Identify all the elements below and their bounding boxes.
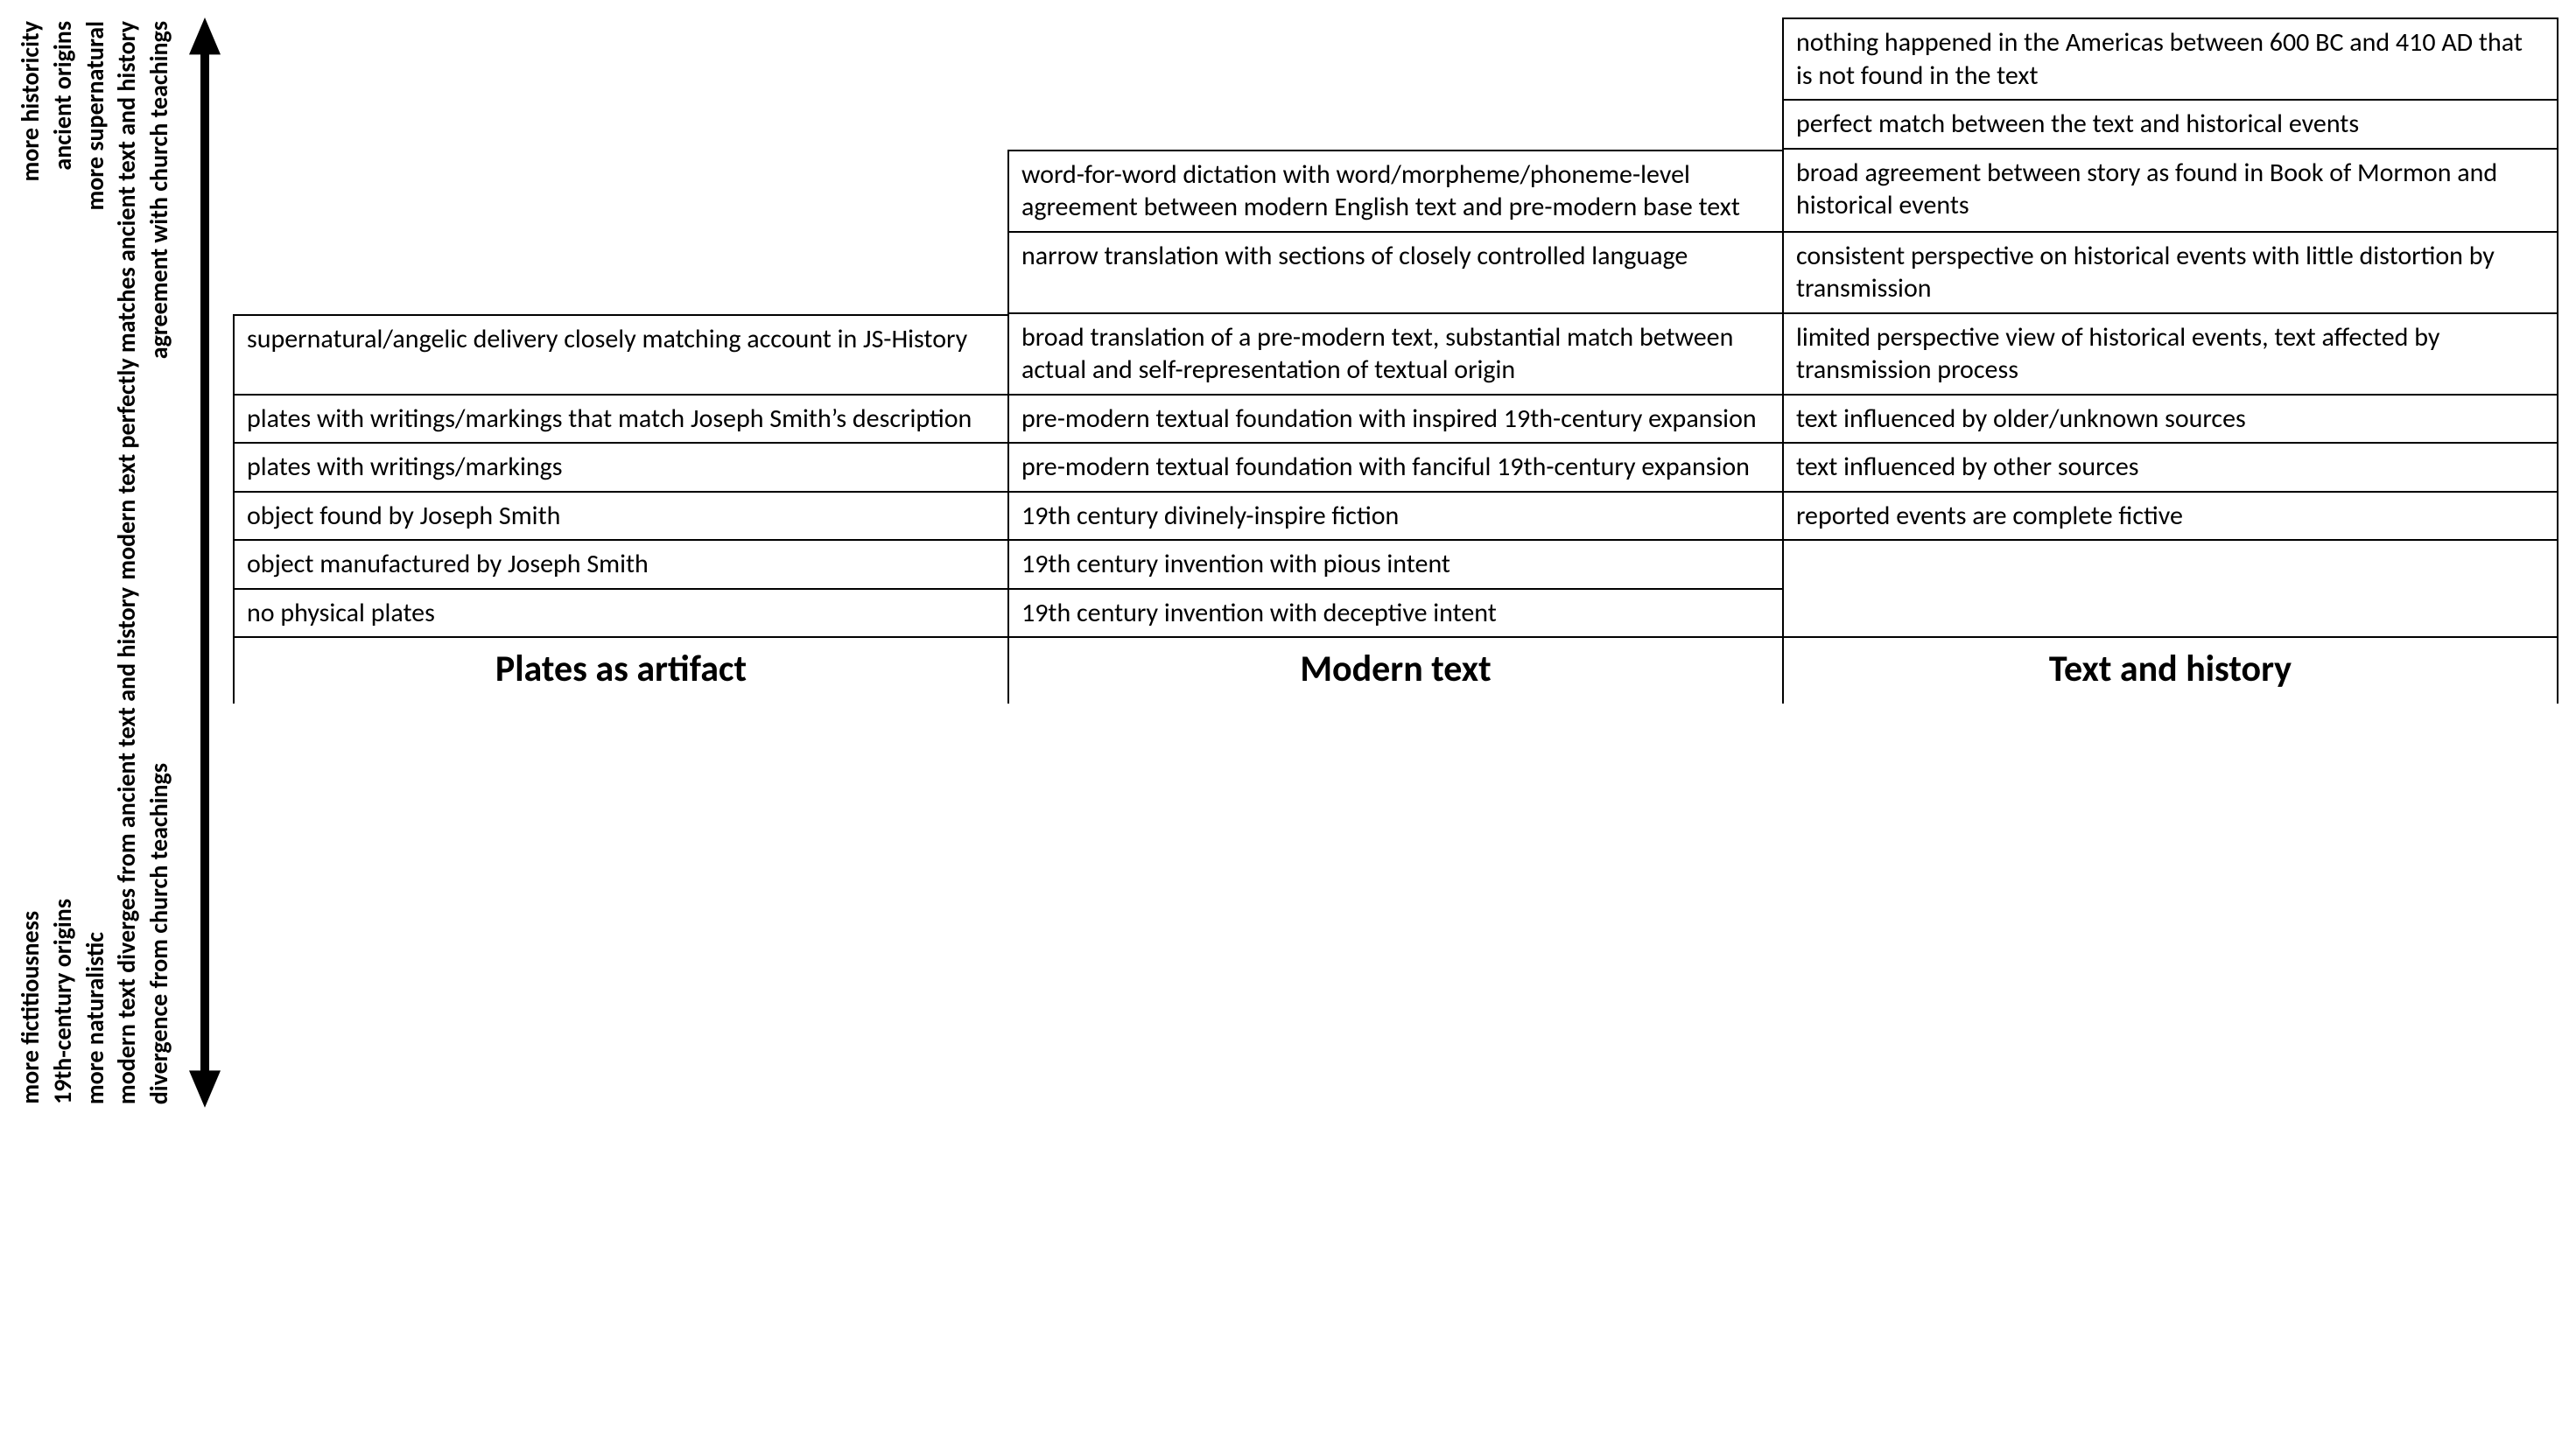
empty-cell: [233, 233, 1007, 314]
axis-label-pair: more historicity more fictitiousness: [18, 18, 45, 1108]
cell-text: 19th century invention with pious intent: [1021, 548, 1450, 581]
spectrum-grid-wrap: nothing happened in the Americas between…: [233, 18, 2558, 1108]
axis-label-pair: more supernatural more naturalistic: [82, 18, 109, 1108]
plates-cell: object manufactured by Joseph Smith: [233, 541, 1007, 590]
plates-cell: object found by Joseph Smith: [233, 493, 1007, 542]
empty-cell: [1782, 541, 2557, 590]
cell-text: broad translation of a pre-modern text, …: [1021, 321, 1770, 387]
spectrum-arrow: [180, 18, 233, 1108]
header-text: Plates as artifact: [495, 647, 747, 691]
empty-cell: [233, 18, 1007, 101]
axis-label-bottom: more fictitiousness: [18, 907, 45, 1108]
history-cell: consistent perspective on historical eve…: [1782, 233, 2557, 314]
history-cell: text influenced by other sources: [1782, 444, 2557, 493]
spectrum-grid: nothing happened in the Americas between…: [233, 18, 2558, 638]
cell-text: limited perspective view of historical e…: [1796, 321, 2544, 387]
plates-cell: supernatural/angelic delivery closely ma…: [233, 314, 1007, 396]
plates-cell: plates with writings/markings: [233, 444, 1007, 493]
column-header: Text and history: [1782, 638, 2557, 704]
cell-text: word-for-word dictation with word/morphe…: [1021, 158, 1770, 224]
empty-cell: [233, 150, 1007, 233]
cell-text: text influenced by older/unknown sources: [1796, 403, 2246, 436]
cell-text: nothing happened in the Americas between…: [1796, 26, 2544, 92]
spectrum-diagram: more historicity more fictitiousness anc…: [18, 18, 2558, 1108]
header-text: Modern text: [1300, 647, 1491, 691]
cell-text: perfect match between the text and histo…: [1796, 108, 2359, 141]
cell-text: supernatural/angelic delivery closely ma…: [247, 323, 967, 356]
axis-label-top: ancient origins: [50, 18, 77, 174]
history-cell: reported events are complete fictive: [1782, 493, 2557, 542]
column-header: Modern text: [1007, 638, 1782, 704]
modern-cell: 19th century invention with pious intent: [1007, 541, 1782, 590]
modern-cell: narrow translation with sections of clos…: [1007, 233, 1782, 314]
column-header: Plates as artifact: [233, 638, 1007, 704]
double-arrow-icon: [186, 18, 224, 1108]
empty-cell: [1782, 590, 2557, 639]
cell-text: plates with writings/markings: [247, 451, 562, 484]
axis-label-bottom: more naturalistic: [82, 928, 109, 1108]
axis-label-pair: agreement with church teachings divergen…: [146, 18, 173, 1108]
plates-cell: no physical plates: [233, 590, 1007, 639]
cell-text: 19th century invention with deceptive in…: [1021, 597, 1497, 630]
cell-text: consistent perspective on historical eve…: [1796, 240, 2544, 305]
column-headers: Plates as artifact Modern text Text and …: [233, 638, 2558, 704]
history-cell: broad agreement between story as found i…: [1782, 150, 2557, 233]
empty-cell: [1007, 101, 1782, 150]
plates-cell: plates with writings/markings that match…: [233, 396, 1007, 445]
cell-text: no physical plates: [247, 597, 435, 630]
cell-text: object found by Joseph Smith: [247, 500, 560, 533]
empty-cell: [233, 101, 1007, 150]
axis-label-bottom: 19th-century origins: [50, 895, 77, 1108]
axis-label-top: more supernatural: [82, 18, 109, 214]
header-text: Text and history: [2049, 647, 2292, 691]
history-cell: limited perspective view of historical e…: [1782, 314, 2557, 396]
axis-label-pair: modern text perfectly matches ancient te…: [114, 18, 141, 1108]
modern-cell: 19th century divinely-inspire fiction: [1007, 493, 1782, 542]
modern-cell: pre-modern textual foundation with fanci…: [1007, 444, 1782, 493]
cell-text: pre-modern textual foundation with inspi…: [1021, 403, 1757, 436]
cell-text: 19th century divinely-inspire fiction: [1021, 500, 1399, 533]
modern-cell: broad translation of a pre-modern text, …: [1007, 314, 1782, 396]
cell-text: pre-modern textual foundation with fanci…: [1021, 451, 1750, 484]
modern-cell: pre-modern textual foundation with inspi…: [1007, 396, 1782, 445]
axis-label-group: more historicity more fictitiousness anc…: [18, 18, 180, 1108]
cell-text: text influenced by other sources: [1796, 451, 2139, 484]
axis-label-top: modern text perfectly matches ancient te…: [114, 18, 141, 584]
empty-cell: [1007, 18, 1782, 101]
modern-cell: word-for-word dictation with word/morphe…: [1007, 150, 1782, 233]
cell-text: broad agreement between story as found i…: [1796, 157, 2544, 222]
modern-cell: 19th century invention with deceptive in…: [1007, 590, 1782, 639]
cell-text: narrow translation with sections of clos…: [1021, 240, 1688, 273]
axis-label-top: more historicity: [18, 18, 45, 186]
cell-text: object manufactured by Joseph Smith: [247, 548, 649, 581]
history-cell: nothing happened in the Americas between…: [1782, 18, 2557, 101]
axis-label-bottom: modern text diverges from ancient text a…: [114, 584, 141, 1108]
cell-text: reported events are complete fictive: [1796, 500, 2183, 533]
axis-label-top: agreement with church teachings: [146, 18, 173, 362]
cell-text: plates with writings/markings that match…: [247, 403, 972, 436]
axis-label-pair: ancient origins 19th-century origins: [50, 18, 77, 1108]
history-cell: text influenced by older/unknown sources: [1782, 396, 2557, 445]
axis-label-bottom: divergence from church teachings: [146, 760, 173, 1108]
history-cell: perfect match between the text and histo…: [1782, 101, 2557, 150]
